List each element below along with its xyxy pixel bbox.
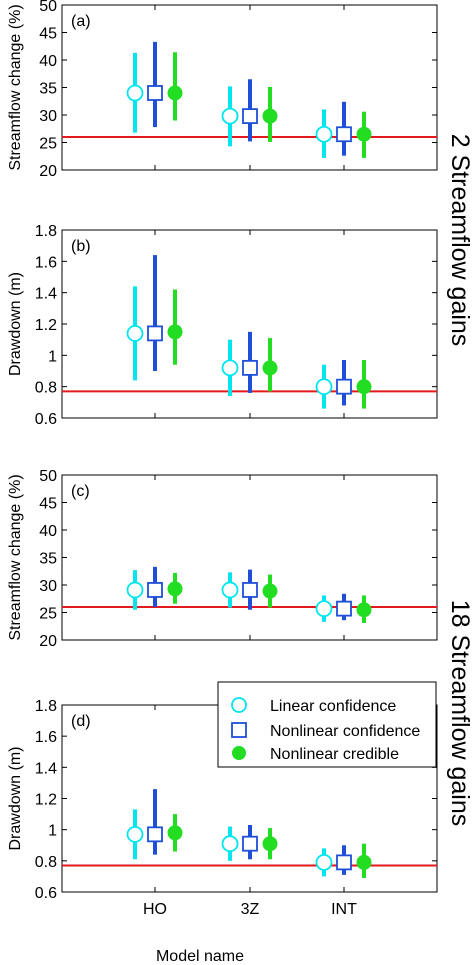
point-linear bbox=[221, 107, 239, 125]
point-credible bbox=[167, 85, 183, 101]
panel-tag: (d) bbox=[71, 713, 91, 730]
panel-b: 0.6 0.8 1 1.2 1.4 1.6 1.8 Drawdown (m) (b) bbox=[7, 223, 438, 428]
point-credible bbox=[262, 108, 278, 124]
point-nonlinear bbox=[242, 835, 258, 852]
y-tick-label: 1.6 bbox=[35, 254, 57, 271]
point-credible bbox=[356, 126, 372, 142]
y-axis-label: Streamflow change (%) bbox=[7, 4, 24, 170]
point-linear bbox=[126, 324, 144, 342]
point-credible bbox=[167, 581, 183, 597]
legend-label-linear: Linear confidence bbox=[270, 698, 396, 715]
y-tick-label: 1.2 bbox=[35, 317, 57, 334]
point-nonlinear bbox=[147, 325, 163, 342]
panel-tag: (a) bbox=[71, 13, 91, 30]
y-axis-label: Drawdown (m) bbox=[7, 746, 24, 850]
y-axis-label: Drawdown (m) bbox=[7, 272, 24, 376]
panel-tag: (b) bbox=[71, 238, 91, 255]
y-tick-label: 0.8 bbox=[35, 854, 57, 871]
panel-a: 20 25 30 35 40 45 50 Streamflow change (%) (a) bbox=[7, 0, 438, 180]
point-credible bbox=[356, 602, 372, 618]
group-label-bottom: 18 Streamflow gains bbox=[446, 600, 474, 827]
point-nonlinear bbox=[242, 108, 258, 124]
panel-d: 0.6 0.8 1 1.2 1.4 1.6 1.8 Drawdown (m) (d) HO 3Z IN… bbox=[7, 698, 438, 918]
legend-label-credible: Nonlinear credible bbox=[270, 746, 399, 763]
point-credible bbox=[356, 379, 372, 395]
x-tick-label: HO bbox=[143, 901, 167, 918]
y-tick-label: 35 bbox=[39, 551, 57, 568]
y-axis-label: Streamflow change (%) bbox=[7, 474, 24, 640]
point-linear bbox=[315, 853, 333, 871]
point-linear bbox=[221, 835, 239, 853]
point-credible bbox=[262, 583, 278, 599]
point-nonlinear bbox=[336, 126, 352, 143]
y-tick-label: 1.2 bbox=[35, 792, 57, 809]
y-tick-label: 25 bbox=[39, 136, 57, 153]
group-label-top: 2 Streamflow gains bbox=[446, 134, 474, 347]
point-credible bbox=[167, 324, 183, 340]
y-tick-label: 1.8 bbox=[35, 223, 57, 240]
y-tick-label: 1 bbox=[48, 823, 57, 840]
panel-tag: (c) bbox=[71, 483, 90, 500]
y-tick-label: 0.8 bbox=[35, 380, 57, 397]
point-linear bbox=[221, 359, 239, 377]
y-tick-label: 20 bbox=[39, 633, 57, 650]
point-credible bbox=[262, 360, 278, 376]
point-nonlinear bbox=[336, 378, 352, 395]
point-linear bbox=[126, 825, 144, 843]
point-credible bbox=[167, 825, 183, 841]
y-tick-label: 35 bbox=[39, 81, 57, 98]
y-tick-label: 30 bbox=[39, 108, 57, 125]
y-tick-label: 25 bbox=[39, 606, 57, 623]
y-tick-label: 1.6 bbox=[35, 729, 57, 746]
point-linear bbox=[126, 581, 144, 599]
y-tick-label: 1.8 bbox=[35, 698, 57, 715]
y-tick-label: 30 bbox=[39, 578, 57, 595]
point-nonlinear bbox=[147, 582, 163, 598]
y-tick-label: 40 bbox=[39, 523, 57, 540]
point-linear bbox=[221, 581, 239, 599]
legend-box bbox=[217, 681, 437, 768]
x-tick-label: 3Z bbox=[241, 901, 260, 918]
point-nonlinear bbox=[336, 854, 352, 871]
panels: 20 25 30 35 40 45 50 Streamflow change (%) (a) 0.… bbox=[7, 0, 438, 918]
point-credible bbox=[356, 854, 372, 870]
point-linear bbox=[315, 600, 333, 618]
point-linear bbox=[315, 125, 333, 143]
y-tick-label: 40 bbox=[39, 53, 57, 70]
y-tick-label: 45 bbox=[39, 496, 57, 513]
point-nonlinear bbox=[147, 85, 163, 101]
panel-c: 20 25 30 35 40 45 50 Streamflow change (%) (c) bbox=[7, 468, 438, 650]
x-tick-label: INT bbox=[331, 901, 357, 918]
y-tick-label: 50 bbox=[39, 0, 57, 15]
y-tick-label: 50 bbox=[39, 468, 57, 485]
y-tick-label: 20 bbox=[39, 163, 57, 180]
legend-marker-credible bbox=[232, 746, 246, 760]
plot-area bbox=[61, 474, 438, 641]
legend-label-nonlinear: Nonlinear confidence bbox=[270, 723, 420, 740]
y-tick-label: 0.6 bbox=[35, 885, 57, 902]
y-tick-label: 1.4 bbox=[35, 286, 57, 303]
y-tick-label: 1 bbox=[48, 348, 57, 365]
point-nonlinear bbox=[242, 359, 258, 376]
y-tick-label: 45 bbox=[39, 26, 57, 43]
point-linear bbox=[315, 378, 333, 396]
x-axis-label: Model name bbox=[156, 948, 244, 965]
legend-marker-nonlinear bbox=[231, 722, 247, 738]
legend: Linear confidence Nonlinear confidence N… bbox=[217, 681, 437, 768]
point-credible bbox=[262, 836, 278, 852]
legend-marker-linear bbox=[231, 697, 247, 713]
y-tick-label: 0.6 bbox=[35, 411, 57, 428]
point-nonlinear bbox=[336, 600, 352, 617]
point-nonlinear bbox=[242, 582, 258, 598]
point-linear bbox=[126, 84, 144, 102]
point-nonlinear bbox=[147, 826, 163, 843]
y-tick-label: 1.4 bbox=[35, 760, 57, 777]
